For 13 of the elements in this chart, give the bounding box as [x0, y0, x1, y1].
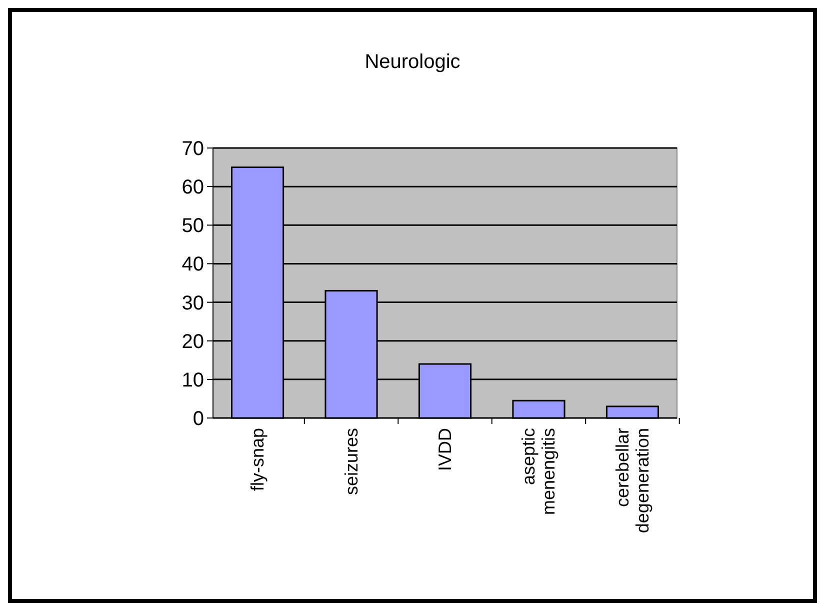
x-tick-label: fly-snap — [248, 428, 268, 492]
chart-title: Neurologic — [364, 51, 460, 73]
x-tick-label: IVDD — [435, 428, 455, 472]
y-tick-label: 30 — [182, 292, 204, 314]
y-tick-label: 20 — [182, 330, 204, 353]
y-tick-label: 60 — [182, 176, 204, 199]
x-tick-label: aseptic menengitis — [518, 428, 559, 516]
y-tick-label: 50 — [182, 215, 204, 238]
y-tick-label: 40 — [182, 254, 204, 276]
y-tick-label: 0 — [192, 408, 204, 430]
y-tick-label: 70 — [182, 138, 204, 160]
y-tick-label: 10 — [182, 369, 204, 392]
x-tick-label: seizures — [341, 428, 362, 496]
